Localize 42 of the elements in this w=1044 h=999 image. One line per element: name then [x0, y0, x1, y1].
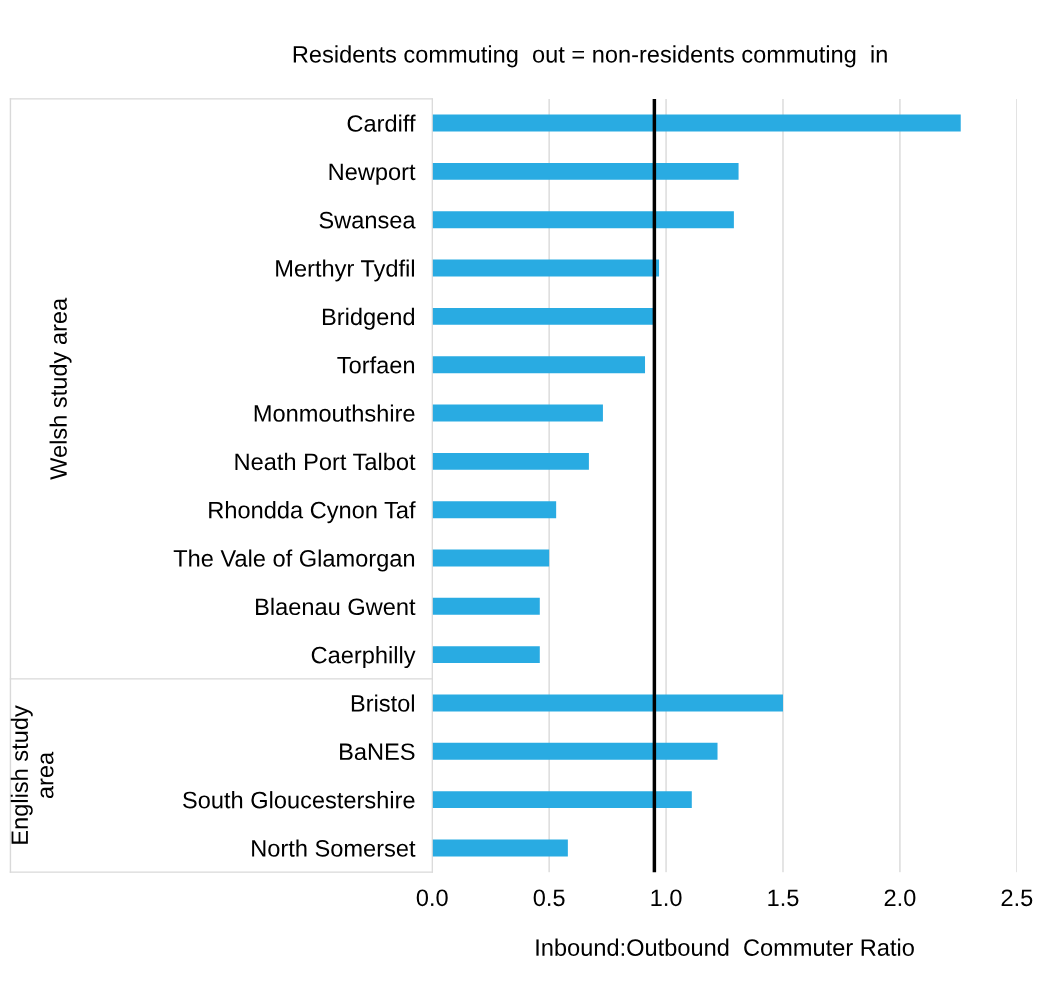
y-tick-label: Newport	[329, 163, 416, 185]
y-tick-label: Monmouthshire	[254, 404, 415, 422]
y-tick-label: Cardiff	[347, 114, 416, 132]
bar	[432, 742, 718, 760]
y-tick-label: Blaenau Gwent	[256, 597, 416, 616]
bar	[432, 646, 540, 664]
bar	[432, 549, 550, 567]
x-tick-label: 2.5	[1001, 889, 1033, 907]
bar	[432, 452, 589, 470]
y-tick-label: Bridgend	[322, 307, 415, 330]
x-tick-label: 1.5	[768, 889, 799, 907]
y-tick-label: Neath Port Talbot	[235, 452, 416, 471]
bar	[432, 694, 783, 712]
x-tick-label: 0.5	[533, 889, 565, 907]
x-tick-label: 0.0	[416, 889, 448, 907]
bar	[432, 259, 660, 277]
bar	[432, 114, 961, 132]
bar	[432, 211, 734, 229]
x-tick-label: 1.0	[651, 889, 682, 907]
bar	[432, 501, 557, 519]
x-tick-label: 2.0	[884, 889, 916, 907]
x-axis-title: Inbound:Outbound Commuter Ratio	[536, 938, 914, 956]
bar	[432, 839, 568, 857]
bar	[432, 597, 540, 615]
bar	[432, 162, 739, 180]
y-tick-label: BaNES	[340, 743, 415, 761]
y-tick-label: Merthyr Tydfil	[276, 259, 414, 282]
y-tick-label: Torfaen	[337, 356, 415, 374]
y-tick-label: North Somerset	[252, 839, 416, 857]
y-tick-label: Bristol	[351, 694, 414, 712]
text: English study area	[10, 705, 54, 844]
bar	[432, 404, 603, 422]
bar	[432, 307, 655, 325]
ref-line-label: Residents commuting out = non-residents commuting in	[293, 45, 887, 68]
y-tick-label: Caerphilly	[311, 646, 416, 669]
y-tick-label: Rhondda Cynon Taf	[209, 501, 416, 524]
y-tick-label: South Gloucestershire	[183, 791, 415, 809]
text: Welsh study area	[49, 297, 72, 480]
bar	[432, 791, 692, 809]
bar	[432, 356, 646, 374]
y-tick-label: The Vale of Glamorgan	[173, 549, 415, 572]
y-tick-label: Swansea	[319, 211, 416, 229]
